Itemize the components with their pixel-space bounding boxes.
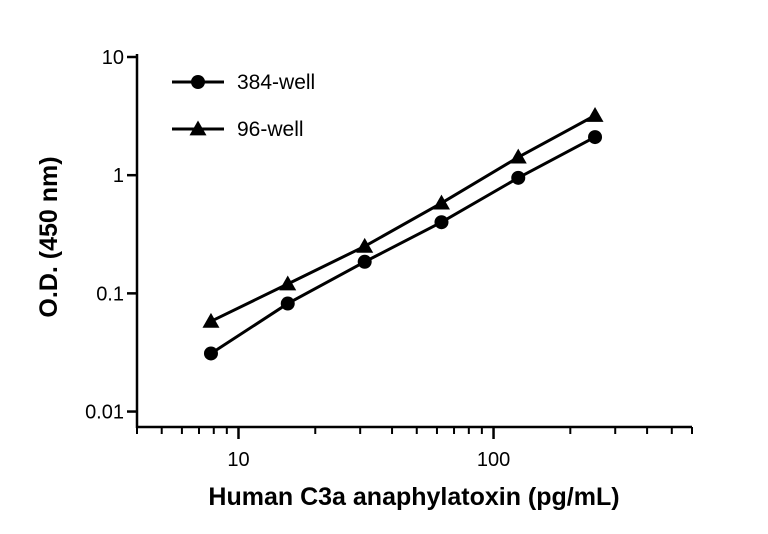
data-point-triangle — [202, 312, 220, 328]
data-point-triangle — [279, 275, 297, 291]
series-line — [210, 135, 596, 355]
data-point-circle — [280, 296, 295, 311]
data-point-triangle — [586, 106, 604, 122]
data-point-triangle — [432, 194, 450, 210]
legend-item: 96-well — [172, 118, 304, 141]
y-tick-label: 0.1 — [96, 283, 124, 305]
data-point-circle — [357, 254, 372, 269]
axes: 0.01 0.1 1 10 10 100 — [85, 47, 693, 471]
x-tick-label: 100 — [477, 449, 510, 471]
legend-label: 96-well — [237, 118, 304, 141]
x-tick-label: 10 — [227, 449, 249, 471]
y-tick-label: 0.01 — [85, 402, 124, 424]
data-point-circle — [588, 130, 603, 145]
data-point-circle — [511, 170, 526, 185]
legend-label: 384-well — [237, 71, 315, 94]
series-384-well — [203, 130, 603, 361]
data-point-triangle — [509, 148, 527, 164]
y-tick-label: 1 — [113, 165, 124, 187]
series-line — [210, 114, 596, 323]
series-96-well — [202, 106, 604, 328]
legend: 384-well 96-well — [172, 71, 315, 141]
legend-circle-marker — [191, 75, 205, 89]
y-tick-label: 10 — [102, 47, 124, 69]
y-axis-title: O.D. (450 nm) — [35, 156, 63, 317]
data-point-circle — [203, 346, 218, 361]
data-point-circle — [434, 215, 449, 230]
x-axis-title: Human C3a anaphylatoxin (pg/mL) — [208, 483, 619, 511]
legend-item: 384-well — [172, 71, 315, 94]
series-layer — [202, 106, 604, 361]
data-point-triangle — [356, 237, 374, 253]
legend-triangle-marker — [189, 120, 207, 136]
